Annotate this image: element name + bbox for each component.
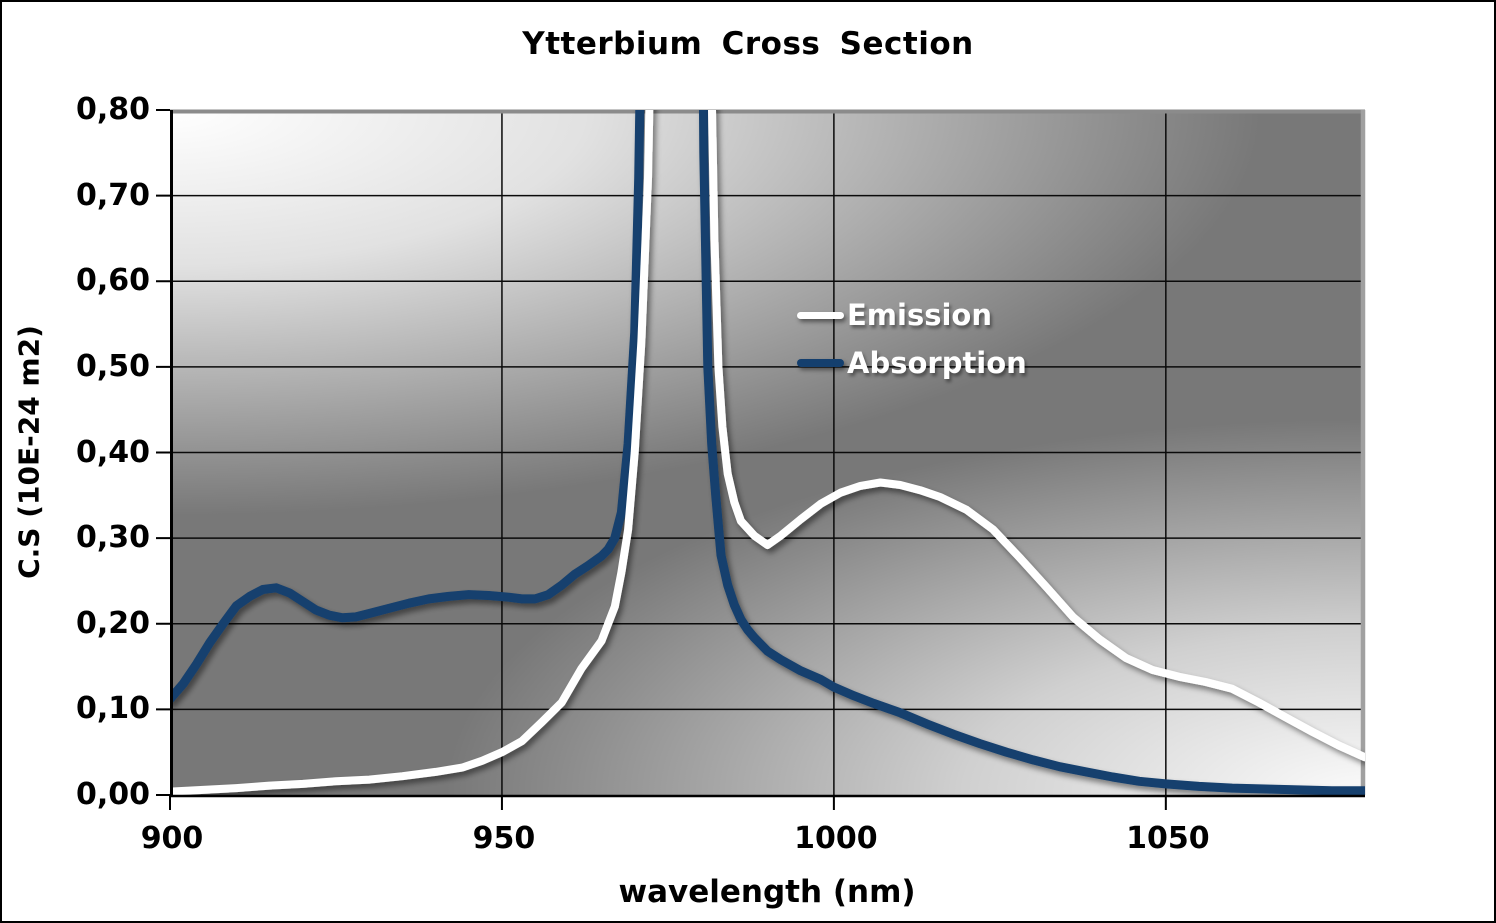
gridlines [170,110,1365,795]
legend-label-emission: Emission [847,298,992,332]
curve-absorption [170,110,1365,795]
plot-svg [156,109,1366,810]
emission-line-sample [797,311,844,319]
y-tick-label: 0,10 [75,691,150,727]
y-tick-label: 0,50 [75,348,150,384]
plot-borders [170,109,1366,795]
tick-marks [156,109,1167,810]
x-axis-title: wavelength (nm) [618,874,916,910]
y-tick-label: 0,80 [75,92,150,127]
axis-lines [170,110,1365,798]
y-tick-label: 0,40 [75,434,150,470]
y-tick-label: 0,00 [75,777,150,812]
legend-label-absorption: Absorption [847,346,1027,380]
y-tick-label: 0,30 [75,520,150,556]
legend-item-absorption: Absorption [797,341,1027,385]
y-tick-label: 0,60 [75,263,150,299]
data-curves [170,110,1365,795]
y-tick-label: 0,70 [75,177,150,213]
x-tick-label: 950 [472,821,536,856]
x-tick-label: 900 [140,821,204,856]
curve-emission [170,110,1365,795]
absorption-line-sample [797,359,844,367]
x-tick-label: 1050 [1126,821,1210,856]
legend: Emission Absorption [797,293,1027,389]
x-tick-label: 1000 [794,821,878,856]
y-tick-label: 0,20 [75,605,150,641]
chart-title: Ytterbium Cross Section [522,26,974,62]
legend-item-emission: Emission [797,293,1027,337]
